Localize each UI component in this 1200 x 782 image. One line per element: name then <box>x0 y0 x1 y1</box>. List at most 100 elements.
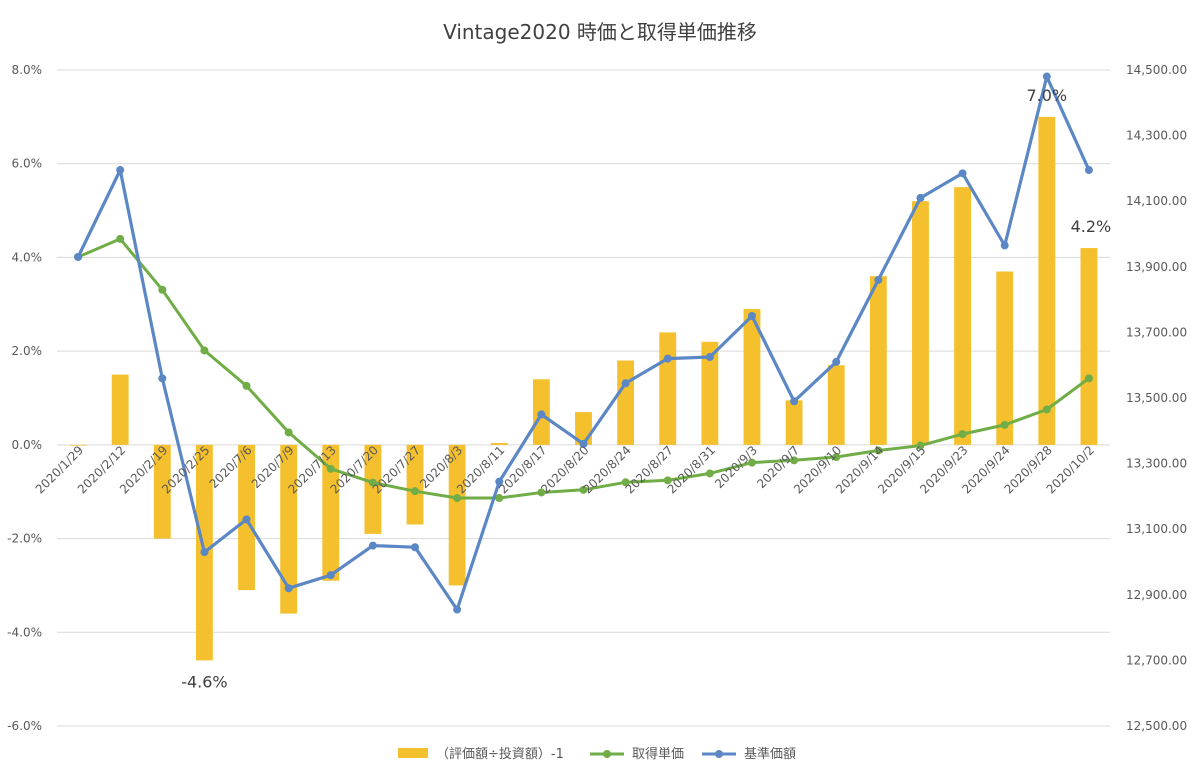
bar <box>1080 248 1098 445</box>
bar <box>364 444 382 534</box>
y-left-tick-label: -6.0% <box>7 719 42 733</box>
chart-title: Vintage2020 時価と取得単価推移 <box>443 20 757 44</box>
nav-point <box>1084 166 1093 175</box>
bar <box>912 201 929 445</box>
legend-label-nav: 基準価額 <box>744 746 796 762</box>
y-right-tick-label: 13,900.00 <box>1126 260 1187 274</box>
bar <box>1038 116 1056 445</box>
y-axis-right: 12,500.00 12,700.00 12,900.00 13,100.00 13,3… <box>1126 63 1187 733</box>
nav-point <box>495 477 504 486</box>
y-axis-left: -6.0% -4.0% -2.0% 0.0% 2.0% 4.0% 6.0% 8.0% <box>7 63 42 733</box>
bar <box>996 271 1014 445</box>
y-right-tick-label: 13,500.00 <box>1126 391 1187 405</box>
bar <box>111 374 129 445</box>
acquisition-price-point <box>411 487 420 496</box>
x-axis: 2020/1/292020/2/122020/2/192020/2/252020… <box>33 443 1097 496</box>
acquisition-price-point <box>453 494 462 503</box>
bar <box>827 365 845 445</box>
nav-point <box>621 379 630 388</box>
bar <box>69 444 87 446</box>
nav-point <box>284 584 293 593</box>
acquisition-price-point <box>537 488 546 497</box>
acquisition-price-point <box>705 469 714 478</box>
nav-point <box>74 252 83 261</box>
acquisition-price-point <box>747 458 756 467</box>
bar <box>280 444 298 614</box>
acquisition-price-point <box>663 476 672 485</box>
y-left-tick-label: -4.0% <box>7 625 42 639</box>
acquisition-price-point <box>958 430 967 439</box>
acquisition-price-point <box>579 485 588 494</box>
bar <box>785 400 803 445</box>
bar <box>153 444 171 539</box>
acquisition-price-point <box>1042 405 1051 414</box>
bar <box>954 187 972 445</box>
y-left-tick-label: 0.0% <box>12 438 43 452</box>
legend: （評価額÷投資額）-1 取得単価 基準価額 <box>398 746 796 762</box>
nav-point <box>790 397 799 406</box>
nav-point <box>958 169 967 178</box>
legend-swatch-bar <box>398 748 428 758</box>
bar <box>490 442 508 445</box>
acquisition-price-point <box>874 446 883 455</box>
y-left-tick-label: 2.0% <box>12 344 43 358</box>
bar <box>743 308 761 445</box>
nav-point <box>158 374 167 383</box>
nav-point <box>411 543 420 552</box>
nav-point <box>200 548 209 557</box>
y-left-tick-label: 4.0% <box>12 250 43 264</box>
nav-point <box>242 515 251 524</box>
bar <box>406 444 424 525</box>
y-right-tick-label: 13,300.00 <box>1126 457 1187 471</box>
acquisition-price-point <box>495 494 504 503</box>
acquisition-price-point <box>116 234 125 243</box>
acquisition-price-point <box>242 381 251 390</box>
acquisition-price-point <box>368 478 377 487</box>
y-right-tick-label: 12,500.00 <box>1126 719 1187 733</box>
acquisition-price-point <box>832 453 841 462</box>
legend-label-acquisition: 取得単価 <box>632 746 684 762</box>
y-left-tick-label: -2.0% <box>7 532 42 546</box>
nav-point <box>579 439 588 448</box>
legend-marker-acquisition <box>603 750 611 758</box>
grid-lines <box>57 69 1110 727</box>
acquisition-price-point <box>916 441 925 450</box>
acquisition-price-point <box>326 464 335 473</box>
data-label: 7.0% <box>1026 86 1067 105</box>
nav-point <box>874 275 883 284</box>
bar-series <box>69 116 1098 661</box>
legend-marker-nav <box>715 750 723 758</box>
acquisition-price-point <box>1000 420 1009 429</box>
nav-point <box>116 166 125 175</box>
bar <box>659 332 677 445</box>
y-right-tick-label: 12,900.00 <box>1126 588 1187 602</box>
y-right-tick-label: 13,100.00 <box>1126 522 1187 536</box>
nav-point <box>1000 241 1009 250</box>
y-right-tick-label: 13,700.00 <box>1126 325 1187 339</box>
nav-point <box>663 354 672 363</box>
nav-point <box>832 357 841 366</box>
acquisition-price-point <box>790 456 799 465</box>
y-right-tick-label: 14,100.00 <box>1126 194 1187 208</box>
nav-line <box>76 74 1091 612</box>
data-label: -4.6% <box>181 672 227 691</box>
y-right-tick-label: 12,700.00 <box>1126 653 1187 667</box>
bar <box>869 276 887 445</box>
nav-point <box>1042 72 1051 81</box>
acquisition-price-point <box>200 346 209 355</box>
line-series <box>74 72 1093 614</box>
acquisition-price-point <box>1084 374 1093 383</box>
legend-label-ratio: （評価額÷投資額）-1 <box>436 746 564 762</box>
nav-point <box>705 353 714 361</box>
x-tick-label: 2020/9/3 <box>712 443 760 491</box>
nav-point <box>326 571 335 580</box>
nav-point <box>453 605 462 614</box>
bar <box>448 444 466 586</box>
acquisition-price-point <box>158 285 167 294</box>
acquisition-price-point <box>284 428 293 437</box>
data-label: 4.2% <box>1071 217 1112 236</box>
data-labels: -4.6% 7.0% 4.2% <box>181 86 1111 692</box>
y-left-tick-label: 8.0% <box>12 63 43 77</box>
nav-point <box>368 541 377 550</box>
